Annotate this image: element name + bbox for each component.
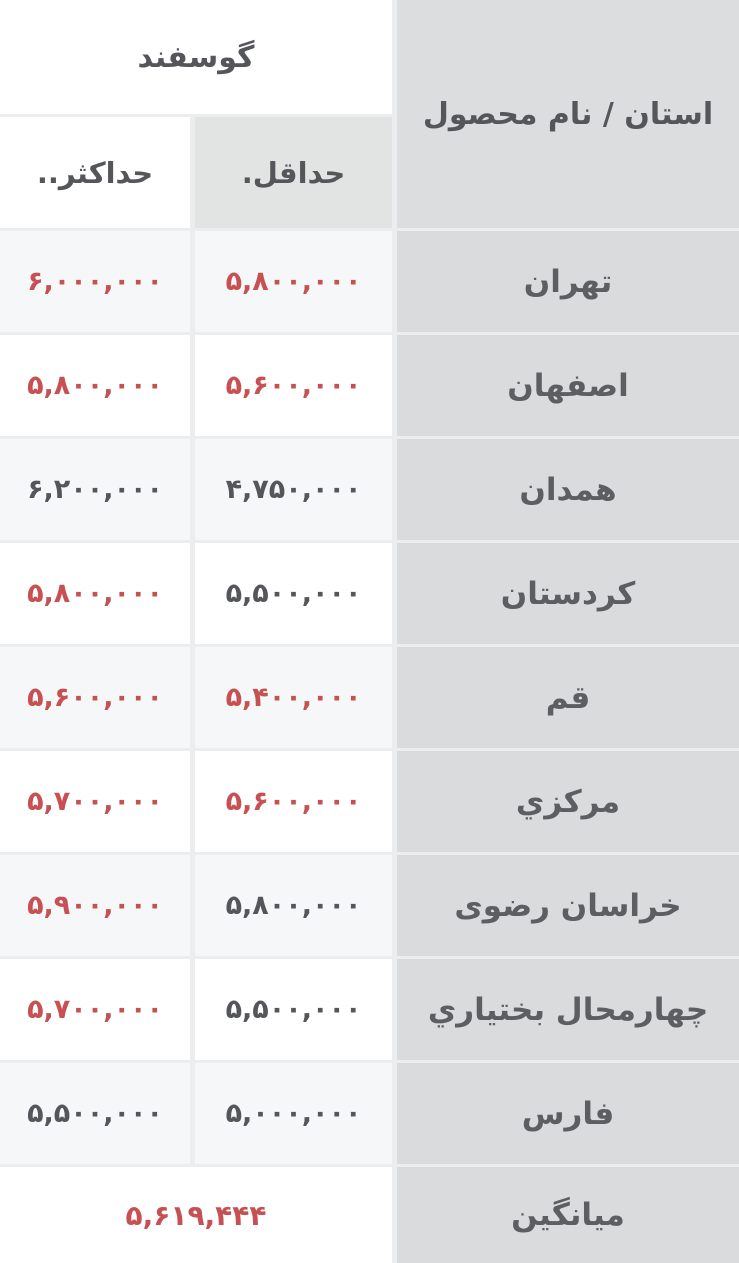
column-header-max: حداکثر.. [0, 117, 190, 228]
column-header-province-product: استان / نام محصول [397, 0, 739, 228]
province-name: فارس [397, 1063, 739, 1164]
province-name: خراسان رضوی [397, 855, 739, 956]
max-price: ۵,۶۰۰,۰۰۰ [0, 647, 190, 748]
max-price: ۵,۸۰۰,۰۰۰ [0, 335, 190, 436]
max-price: ۵,۷۰۰,۰۰۰ [0, 751, 190, 852]
max-price: ۵,۵۰۰,۰۰۰ [0, 1063, 190, 1164]
min-price: ۵,۸۰۰,۰۰۰ [195, 231, 392, 332]
min-price: ۵,۵۰۰,۰۰۰ [195, 959, 392, 1060]
max-price: ۵,۷۰۰,۰۰۰ [0, 959, 190, 1060]
min-price: ۵,۸۰۰,۰۰۰ [195, 855, 392, 956]
max-price: ۶,۰۰۰,۰۰۰ [0, 231, 190, 332]
province-name: مرکزي [397, 751, 739, 852]
min-price: ۴,۷۵۰,۰۰۰ [195, 439, 392, 540]
column-header-min: حداقل. [195, 117, 392, 228]
province-name: اصفهان [397, 335, 739, 436]
min-price: ۵,۴۰۰,۰۰۰ [195, 647, 392, 748]
min-price: ۵,۵۰۰,۰۰۰ [195, 543, 392, 644]
province-name: قم [397, 647, 739, 748]
province-name: همدان [397, 439, 739, 540]
column-header-product-sheep: گوسفند [0, 0, 392, 114]
province-name: چهارمحال بختیاري [397, 959, 739, 1060]
province-name: کردستان [397, 543, 739, 644]
max-price: ۶,۲۰۰,۰۰۰ [0, 439, 190, 540]
average-row-label: میانگین [397, 1167, 739, 1263]
province-name: تهران [397, 231, 739, 332]
max-price: ۵,۹۰۰,۰۰۰ [0, 855, 190, 956]
average-price-value: ۵,۶۱۹,۴۴۴ [0, 1167, 392, 1263]
min-price: ۵,۶۰۰,۰۰۰ [195, 335, 392, 436]
max-price: ۵,۸۰۰,۰۰۰ [0, 543, 190, 644]
min-price: ۵,۶۰۰,۰۰۰ [195, 751, 392, 852]
min-price: ۵,۰۰۰,۰۰۰ [195, 1063, 392, 1164]
